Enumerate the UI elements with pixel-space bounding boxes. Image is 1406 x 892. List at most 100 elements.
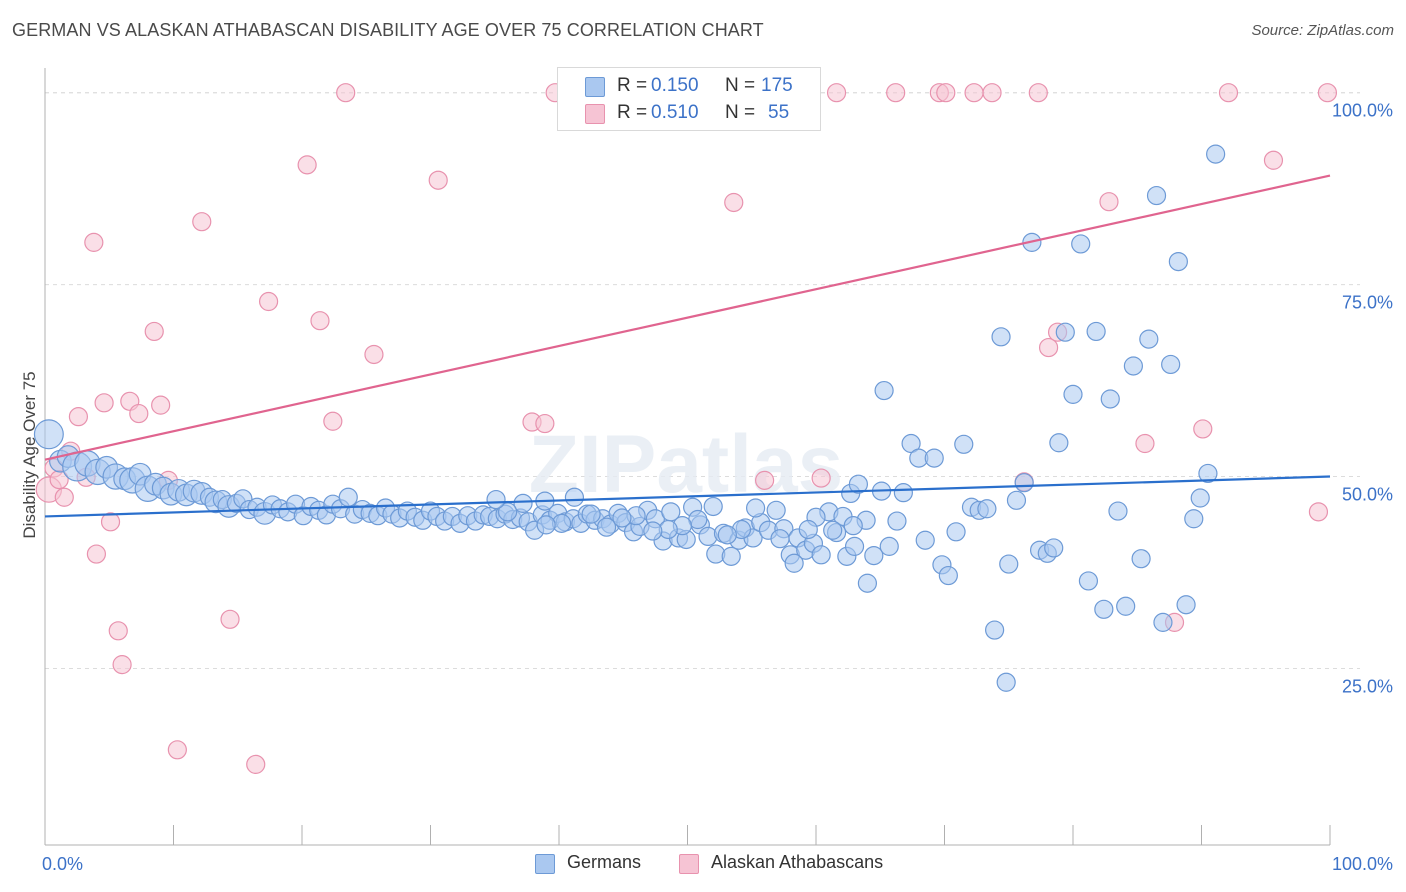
alaskan-athabascan-point xyxy=(220,609,240,629)
german-point xyxy=(887,511,907,531)
german-point xyxy=(864,545,884,566)
alaskan-athabascan-point xyxy=(724,192,744,213)
german-point xyxy=(1190,488,1210,508)
y-tick-label: 25.0% xyxy=(1342,676,1393,696)
german-point xyxy=(811,545,831,565)
german-point xyxy=(1161,354,1181,375)
alaskan-athabascan-point xyxy=(364,344,384,365)
alaskan-athabascan-point xyxy=(151,395,171,415)
german-point xyxy=(784,553,804,573)
german-point xyxy=(938,565,958,586)
german-point xyxy=(596,517,617,537)
german-point xyxy=(1139,329,1159,349)
alaskan-athabascan-point xyxy=(982,83,1002,103)
german-point xyxy=(486,489,506,510)
german-point xyxy=(1146,185,1167,206)
german-point xyxy=(513,493,533,513)
german-point xyxy=(798,519,818,540)
alaskan-athabascan-point xyxy=(964,83,984,103)
legend-r-value: 0.510 xyxy=(651,102,699,123)
chart-title: GERMAN VS ALASKAN ATHABASCAN DISABILITY … xyxy=(12,20,764,40)
alaskan-athabascan-point xyxy=(100,512,121,532)
german-point xyxy=(893,483,913,503)
legend-r-label: R = xyxy=(617,102,653,123)
alaskan-athabascan-point xyxy=(1308,502,1329,522)
alaskan-athabascan-point xyxy=(336,83,356,103)
german-point xyxy=(843,516,863,536)
alaskan-athabascan-point xyxy=(428,170,448,190)
legend-r-label: R = xyxy=(617,75,653,96)
german-point xyxy=(1198,463,1218,484)
x-tick-label: 100.0% xyxy=(1332,854,1393,874)
y-axis-label: Disability Age Over 75 xyxy=(20,371,39,538)
legend: R = 0.150 N = 175 R = 0.510 N = 55 xyxy=(557,67,821,131)
alaskan-athabascan-point xyxy=(167,740,187,760)
german-point xyxy=(770,529,790,549)
german-point xyxy=(977,499,997,519)
german-point xyxy=(823,520,843,540)
alaskan-athabascan-point xyxy=(94,393,114,413)
german-point xyxy=(996,672,1016,692)
alaskan-athabascan-point xyxy=(297,155,317,175)
german-point xyxy=(1184,509,1204,529)
legend-n-value: 175 xyxy=(761,75,793,96)
alaskan-athabascan-point xyxy=(535,413,555,434)
germans-trend-line xyxy=(44,475,1331,518)
german-point xyxy=(581,504,601,524)
german-point xyxy=(1086,321,1106,342)
german-point xyxy=(879,536,899,556)
alaskan-athabascan-point xyxy=(1317,83,1338,103)
tick-labels: 25.0% 50.0% 75.0% 100.0% 0.0% 100.0% xyxy=(42,101,1393,874)
alaskan-athabascan-point xyxy=(936,83,956,103)
alaskan-athabascan-point xyxy=(192,212,212,232)
german-point xyxy=(844,536,865,556)
gridlines xyxy=(45,92,1360,669)
trend-lines xyxy=(44,174,1331,518)
alaskan-athabascan-point xyxy=(1135,433,1155,454)
german-point xyxy=(1078,571,1099,591)
german-point xyxy=(999,554,1019,574)
german-point xyxy=(643,521,663,541)
german-point xyxy=(1049,433,1069,453)
alaskan-athabascan-point xyxy=(84,232,104,252)
x-tick-label: 0.0% xyxy=(42,854,83,874)
german-point xyxy=(1100,389,1120,409)
german-point xyxy=(848,474,869,494)
alaskan-athabascan-point xyxy=(1263,150,1284,170)
german-point xyxy=(924,448,944,468)
german-point xyxy=(1044,538,1064,558)
german-point xyxy=(857,573,878,593)
german-point xyxy=(1094,599,1114,619)
y-tick-label: 100.0% xyxy=(1332,101,1393,121)
german-point xyxy=(991,327,1011,347)
alaskan-athabascan-point xyxy=(108,621,128,641)
alaskan-athabascans-trend-line xyxy=(44,174,1331,461)
german-point xyxy=(536,515,556,535)
german-point xyxy=(1006,490,1027,510)
alaskan-athabascan-point xyxy=(754,470,775,490)
german-point xyxy=(33,419,64,450)
alaskan-athabascan-point xyxy=(258,291,279,312)
legend-swatch-alaskan-athabascans xyxy=(585,104,605,124)
german-point xyxy=(985,620,1005,640)
alaskan-athabascan-point xyxy=(54,487,74,507)
german-point xyxy=(1108,501,1128,521)
alaskan-athabascan-point xyxy=(1218,83,1239,103)
german-point xyxy=(954,434,974,454)
y-tick-label: 50.0% xyxy=(1342,485,1393,505)
german-point xyxy=(717,525,737,545)
alaskan-athabascan-point xyxy=(1038,337,1059,358)
alaskan-athabascan-point xyxy=(86,544,107,564)
german-point xyxy=(915,530,935,550)
german-point xyxy=(1063,384,1083,404)
alaskan-athabascan-point xyxy=(129,403,149,424)
german-point xyxy=(1176,595,1196,615)
german-point xyxy=(766,500,786,520)
german-point xyxy=(1055,322,1075,342)
german-point xyxy=(1153,612,1173,632)
alaskan-athabascan-point xyxy=(811,468,831,488)
germans-points xyxy=(33,144,1226,692)
german-point xyxy=(1116,596,1136,616)
german-point xyxy=(564,487,585,507)
alaskan-athabascan-point xyxy=(323,411,343,431)
